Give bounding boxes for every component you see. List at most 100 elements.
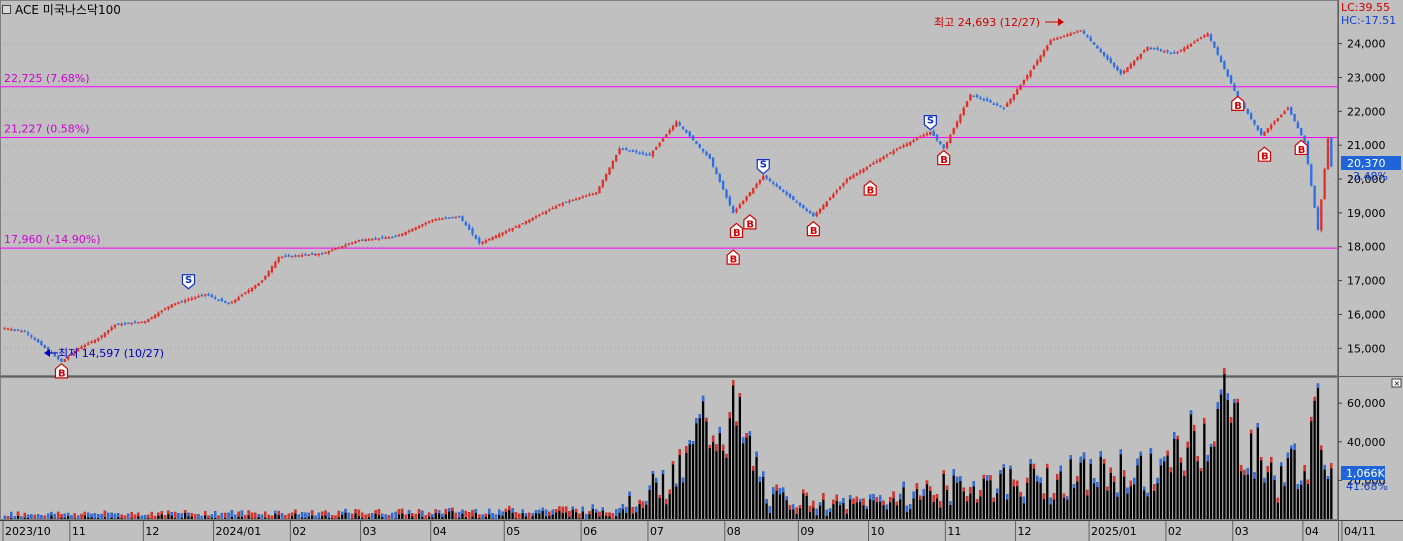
candle-body	[461, 216, 464, 221]
volume-bar	[869, 494, 872, 519]
volume-bar	[972, 481, 975, 519]
volume-bar-cap	[1166, 450, 1169, 456]
volume-bar-cap	[1139, 451, 1143, 456]
volume-bar-cap	[1193, 424, 1196, 432]
volume-bar	[635, 506, 638, 519]
volume-bar-cap	[955, 476, 959, 483]
volume-bar-cap	[678, 449, 681, 456]
volume-bar-cap	[889, 497, 892, 503]
volume-bar	[668, 489, 671, 519]
volume-bar-cap	[949, 501, 952, 506]
volume-bar-cap	[180, 513, 183, 518]
candle-body	[778, 186, 782, 190]
signal-marker-label: S	[760, 160, 767, 171]
volume-bar	[671, 461, 675, 519]
candle-body	[320, 253, 324, 255]
volume-bar-cap	[478, 514, 481, 519]
candle-body	[708, 153, 711, 159]
candle-body	[1179, 49, 1183, 52]
candle-body	[979, 97, 982, 100]
volume-bar-cap	[812, 500, 815, 508]
volume-bar-cap	[875, 497, 879, 503]
volume-pane-close-button[interactable]	[1391, 378, 1402, 388]
volume-bar-cap	[1076, 475, 1079, 482]
candle-body	[344, 244, 347, 247]
buy-signal-marker	[1257, 146, 1272, 162]
volume-bar-cap	[711, 435, 715, 443]
volume-bar-cap	[447, 508, 451, 512]
candle-body	[26, 332, 30, 335]
checkbox-icon[interactable]	[2, 4, 11, 14]
candle-body	[641, 152, 645, 154]
volume-bar	[785, 496, 788, 519]
volume-bar-cap	[1300, 480, 1303, 485]
volume-bar-cap	[26, 514, 30, 518]
volume-bar	[183, 510, 187, 519]
candle-body	[518, 224, 521, 228]
volume-bar-cap	[197, 514, 200, 519]
candle-body	[1263, 131, 1266, 136]
volume-bar	[504, 508, 508, 519]
volume-bar	[1303, 465, 1306, 519]
volume-bar-cap	[173, 511, 177, 519]
volume-bar	[574, 508, 578, 519]
candle-body	[437, 218, 441, 221]
low-annotation: 최저 14,597 (10/27)	[44, 347, 164, 360]
volume-bar-cap	[668, 489, 671, 494]
volume-bar-cap	[183, 510, 187, 514]
volume-bar	[594, 509, 598, 519]
candle-body	[277, 256, 280, 263]
volume-bar-cap	[932, 495, 935, 503]
candle-body	[381, 236, 384, 239]
volume-bar	[935, 494, 939, 519]
volume-bar-cap	[561, 506, 564, 514]
time-tick-label: 2025/01	[1091, 525, 1137, 538]
volume-bar-cap	[1163, 456, 1166, 462]
volume-bar	[949, 501, 952, 519]
volume-bar-cap	[411, 513, 414, 517]
candle-body	[1313, 185, 1316, 208]
candle-body	[855, 172, 858, 176]
volume-bar-cap	[133, 514, 137, 519]
candle-body	[1076, 31, 1079, 33]
candle-body	[304, 254, 307, 256]
volume-bar	[1112, 475, 1116, 519]
candle-body	[1280, 114, 1283, 118]
candle-body	[1249, 113, 1253, 120]
volume-bar	[1253, 472, 1256, 519]
candle-body	[1276, 118, 1280, 121]
candle-body	[869, 164, 872, 167]
volume-bar	[1039, 477, 1042, 519]
volume-bar	[1136, 458, 1139, 519]
volume-bar	[1072, 483, 1076, 519]
volume-bar-cap	[100, 513, 103, 519]
volume-bar-cap	[227, 512, 230, 519]
volume-bar	[1046, 463, 1049, 519]
volume-bar	[872, 494, 875, 519]
volume-bar-cap	[742, 437, 745, 444]
volume-bar-cap	[294, 509, 297, 514]
volume-bar-cap	[3, 515, 6, 519]
volume-bar-cap	[1049, 497, 1052, 505]
volume-bar-cap	[307, 512, 310, 517]
candle-body	[715, 167, 718, 175]
time-tick-label: 06	[583, 525, 597, 538]
volume-bar	[678, 449, 681, 519]
volume-bar-cap	[815, 508, 818, 516]
sell-signal-marker	[181, 274, 196, 290]
candle-body	[638, 152, 641, 155]
volume-bar-cap	[371, 513, 374, 519]
volume-bar-cap	[1196, 456, 1199, 462]
candle-body	[752, 188, 755, 194]
volume-bar	[508, 505, 511, 519]
volume-bar	[982, 474, 985, 519]
candle-body	[685, 129, 688, 133]
chart-title-box[interactable]: ACE 미국나스닥100	[2, 2, 121, 17]
candle-body	[805, 208, 808, 211]
volume-bar-cap	[1046, 463, 1049, 469]
volume-bar	[1022, 496, 1026, 519]
price-tick-label: 19,000	[1347, 207, 1386, 220]
volume-bar-cap	[658, 494, 661, 499]
candle-body	[187, 299, 190, 301]
volume-bar-cap	[257, 514, 260, 518]
